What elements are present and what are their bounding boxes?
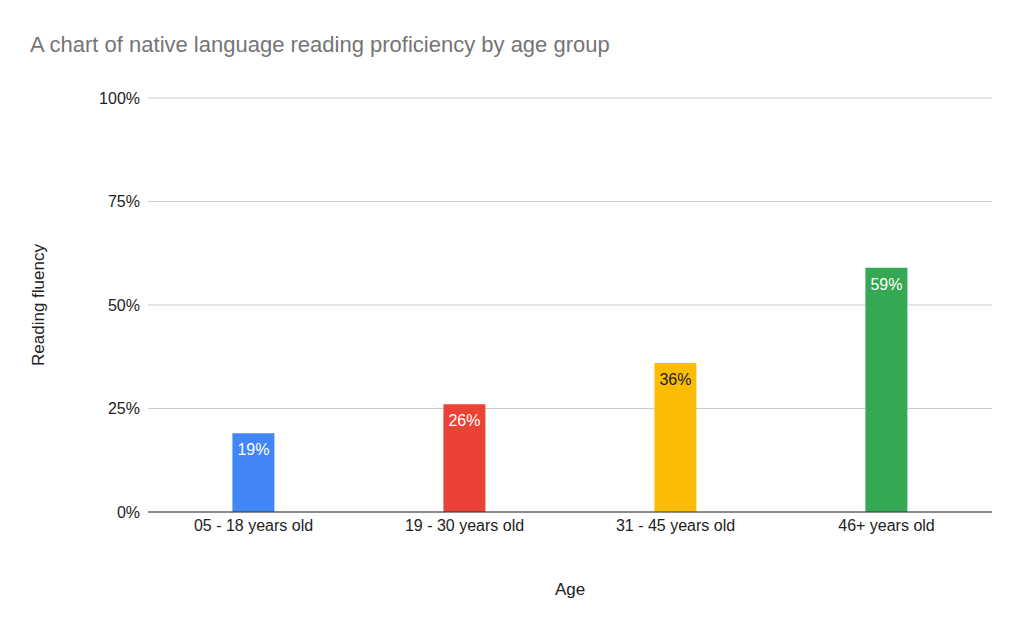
- svg-text:59%: 59%: [870, 276, 902, 293]
- svg-text:31 - 45 years old: 31 - 45 years old: [616, 517, 735, 534]
- svg-text:19%: 19%: [237, 441, 269, 458]
- svg-text:25%: 25%: [108, 400, 140, 417]
- svg-text:50%: 50%: [108, 297, 140, 314]
- html-text:A chart of native language rea: A chart of native language reading profi…: [30, 32, 610, 57]
- svg-text:Reading fluency: Reading fluency: [29, 244, 48, 366]
- svg-text:05 - 18 years old: 05 - 18 years old: [194, 517, 313, 534]
- svg-text:26%: 26%: [448, 412, 480, 429]
- svg-text:75%: 75%: [108, 193, 140, 210]
- svg-text:46+ years old: 46+ years old: [838, 517, 935, 534]
- svg-text:100%: 100%: [99, 90, 140, 107]
- svg-text:Age: Age: [555, 580, 585, 599]
- svg-text:36%: 36%: [659, 371, 691, 388]
- svg-text:0%: 0%: [117, 504, 140, 521]
- svg-text:19 - 30 years old: 19 - 30 years old: [405, 517, 524, 534]
